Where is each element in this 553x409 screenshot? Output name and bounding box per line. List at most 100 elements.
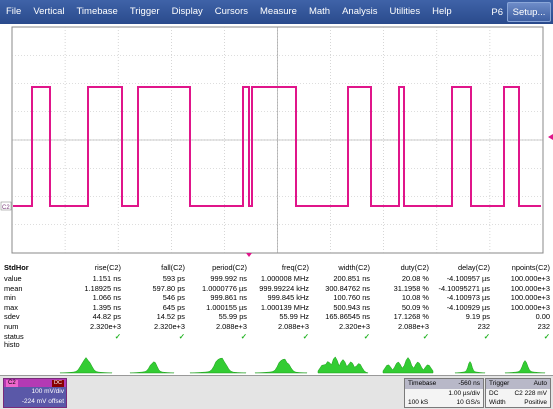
measurement-cell: -4.100929 µs: [446, 302, 490, 312]
column-header[interactable]: duty(C2): [400, 263, 429, 272]
channel-c2-descriptor[interactable]: C2 DC 100 mV/div -224 mV offset: [3, 378, 67, 408]
menu-utilities[interactable]: Utilities: [389, 6, 421, 17]
measurement-cell: 100.000e+3: [510, 293, 550, 303]
histogram-shape: [454, 361, 486, 374]
measurement-cell: 10.08 %: [401, 293, 429, 303]
column-header[interactable]: width(C2): [338, 263, 370, 272]
measurement-cell: 593 ps: [162, 274, 185, 283]
measurement-cell: 999.861 ns: [210, 293, 247, 303]
histo-label: histo: [4, 340, 20, 349]
measurement-table: StdHor rise(C2) fall(C2) period(C2) freq…: [0, 257, 553, 375]
column-header[interactable]: fall(C2): [161, 263, 185, 272]
menu-bar: File Vertical Timebase Trigger Display C…: [0, 0, 553, 24]
measurement-cell: 232: [477, 322, 490, 331]
status-check-icon: ✓: [422, 331, 429, 341]
timebase-rate: 10 GS/s: [456, 399, 480, 406]
measurement-cell: 2.088e+3: [277, 322, 309, 331]
measurement-cell: 55.99 Hz: [279, 312, 309, 322]
status-check-icon: ✓: [240, 331, 247, 341]
measurement-cell: 44.82 ps: [92, 312, 121, 322]
measurement-row-label: mean: [4, 283, 23, 293]
trigger-coupling: DC: [489, 390, 499, 397]
status-check-icon: ✓: [302, 331, 309, 341]
menu-display[interactable]: Display: [171, 6, 203, 17]
measurement-cell: 55.99 ps: [218, 312, 247, 322]
trigger-header: Trigger Auto: [486, 379, 550, 389]
measurement-header-row: StdHor rise(C2) fall(C2) period(C2) freq…: [0, 263, 553, 273]
measurement-group-label: StdHor: [4, 263, 29, 272]
trigger-row-1: DC C2 228 mV: [486, 389, 550, 398]
trigger-type: Width: [489, 399, 506, 406]
menu-cursors[interactable]: Cursors: [214, 6, 248, 17]
measurement-cell: 100.000e+3: [510, 283, 550, 293]
status-check-icon: ✓: [483, 331, 490, 341]
measurement-cell: 1.18925 ns: [84, 283, 121, 293]
measurement-cell: 100.000e+3: [510, 274, 550, 283]
measurement-row-label: sdev: [4, 312, 20, 322]
status-bar: C2 DC 100 mV/div -224 mV offset Timebase…: [0, 375, 553, 409]
measurement-cell: 165.86545 ns: [325, 312, 370, 322]
measurement-cell: 546 ps: [162, 293, 185, 303]
status-check-icon: ✓: [543, 331, 550, 341]
menu-measure[interactable]: Measure: [260, 6, 297, 17]
measurement-row: max 1.395 ns 645 ps 1.000155 µs 1.000139 MHz…: [0, 303, 553, 313]
measurement-row-label: max: [4, 302, 18, 312]
measurement-cell: 2.088e+3: [215, 322, 247, 331]
measurement-cell: 31.1958 %: [393, 283, 429, 293]
column-header[interactable]: rise(C2): [94, 263, 121, 272]
trigger-source: C2: [514, 390, 523, 397]
timebase-row-1: 1.00 µs/div: [405, 389, 483, 398]
channel-c2-trace: [13, 86, 541, 207]
histogram-shape: [504, 360, 546, 374]
measurement-row: num 2.320e+3 2.320e+3 2.088e+3 2.088e+3 2.320…: [0, 322, 553, 332]
trigger-descriptor[interactable]: Trigger Auto DC C2 228 mV Width Positive: [485, 378, 551, 408]
menu-vertical[interactable]: Vertical: [33, 6, 65, 17]
measurement-cell: 2.088e+3: [397, 322, 429, 331]
c2-ground-marker-box: [0, 201, 12, 211]
menu-file[interactable]: File: [6, 6, 22, 17]
timebase-row-2: 100 kS 10 GS/s: [405, 398, 483, 407]
trigger-title: Trigger: [489, 380, 510, 387]
measurement-cell: 14.52 ps: [156, 312, 185, 322]
measurement-cell: -4.100973 µs: [446, 293, 490, 303]
menu-math[interactable]: Math: [308, 6, 331, 17]
setup-button[interactable]: Setup...: [507, 2, 551, 22]
column-header[interactable]: freq(C2): [281, 263, 309, 272]
histogram-shape: [317, 356, 369, 374]
measurement-row-label: min: [4, 293, 16, 303]
status-check-icon: ✓: [178, 331, 185, 341]
trigger-position-marker: [246, 253, 252, 257]
histogram-shape: [189, 357, 247, 374]
p6-label: P6: [491, 6, 503, 18]
measurement-cell: 1.000155 µs: [206, 302, 247, 312]
histo-row: histo: [0, 340, 553, 350]
column-header[interactable]: period(C2): [212, 263, 247, 272]
histogram-strip: [59, 356, 546, 374]
menu-analysis[interactable]: Analysis: [342, 6, 378, 17]
timebase-tdiv: 1.00 µs/div: [448, 390, 480, 397]
menu-help[interactable]: Help: [432, 6, 452, 17]
waveform-grid: C2: [0, 26, 553, 257]
timebase-descriptor[interactable]: Timebase -560 ns 1.00 µs/div 100 kS 10 G…: [404, 378, 484, 408]
measurement-row: sdev 44.82 ps 14.52 ps 55.99 ps 55.99 Hz 165.…: [0, 312, 553, 322]
column-header[interactable]: npoints(C2): [511, 263, 550, 272]
trigger-slope: Positive: [524, 399, 547, 406]
column-header[interactable]: delay(C2): [457, 263, 490, 272]
measurement-cell: 645 ps: [162, 302, 185, 312]
menu-trigger[interactable]: Trigger: [129, 6, 160, 17]
menu-timebase[interactable]: Timebase: [76, 6, 118, 17]
histogram-shape: [59, 357, 113, 374]
measurement-cell: -4.10095271 µs: [438, 283, 490, 293]
c2-header: C2 DC: [4, 379, 66, 387]
measurement-cell: 1.066 ns: [92, 293, 121, 303]
measurement-cell: 1.395 ns: [92, 302, 121, 312]
timebase-title: Timebase: [408, 380, 437, 387]
measurement-cell: 100.760 ns: [333, 293, 370, 303]
measurement-cell: 999.845 kHz: [267, 293, 310, 303]
measurement-cell: 300.84762 ns: [325, 283, 370, 293]
waveform-display[interactable]: C2: [0, 24, 553, 257]
measurement-row: status ✓ ✓ ✓ ✓ ✓ ✓ ✓ ✓: [0, 332, 553, 342]
measurement-row: min 1.066 ns 546 ps 999.861 ns 999.845 kHz 10…: [0, 293, 553, 303]
measurement-cell: 50.09 %: [401, 302, 429, 312]
measurement-cell: 0.00: [535, 312, 550, 322]
